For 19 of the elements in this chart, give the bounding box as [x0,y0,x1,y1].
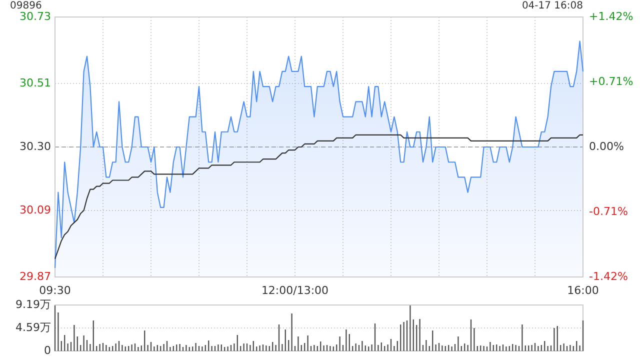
x-tick-label: 16:00 [567,284,599,298]
x-tick-label: 12:00/13:00 [261,284,329,298]
x-tick-label: 09:30 [39,284,71,298]
y2-tick-label: 0.00% [589,140,624,154]
y-tick-label: 30.51 [20,76,51,90]
y-tick-label: 30.09 [20,203,51,217]
y-tick-label: 4.59万 [16,321,51,334]
y-tick-label: 9.19万 [16,298,51,312]
y-tick-label: 0 [44,344,51,358]
y-tick-label: 29.87 [20,270,51,284]
y2-tick-label: +0.71% [589,75,634,88]
chart-title: 09896 [10,0,42,12]
y2-tick-label: -0.71% [589,205,628,218]
line-series [54,134,584,260]
y2-tick-label: +1.42% [589,10,634,24]
y-tick-label: 30.73 [20,10,51,24]
y-tick-label: 30.30 [20,140,51,154]
y2-tick-label: -1.42% [589,270,628,284]
text: 04-17 16:08 [522,0,583,12]
